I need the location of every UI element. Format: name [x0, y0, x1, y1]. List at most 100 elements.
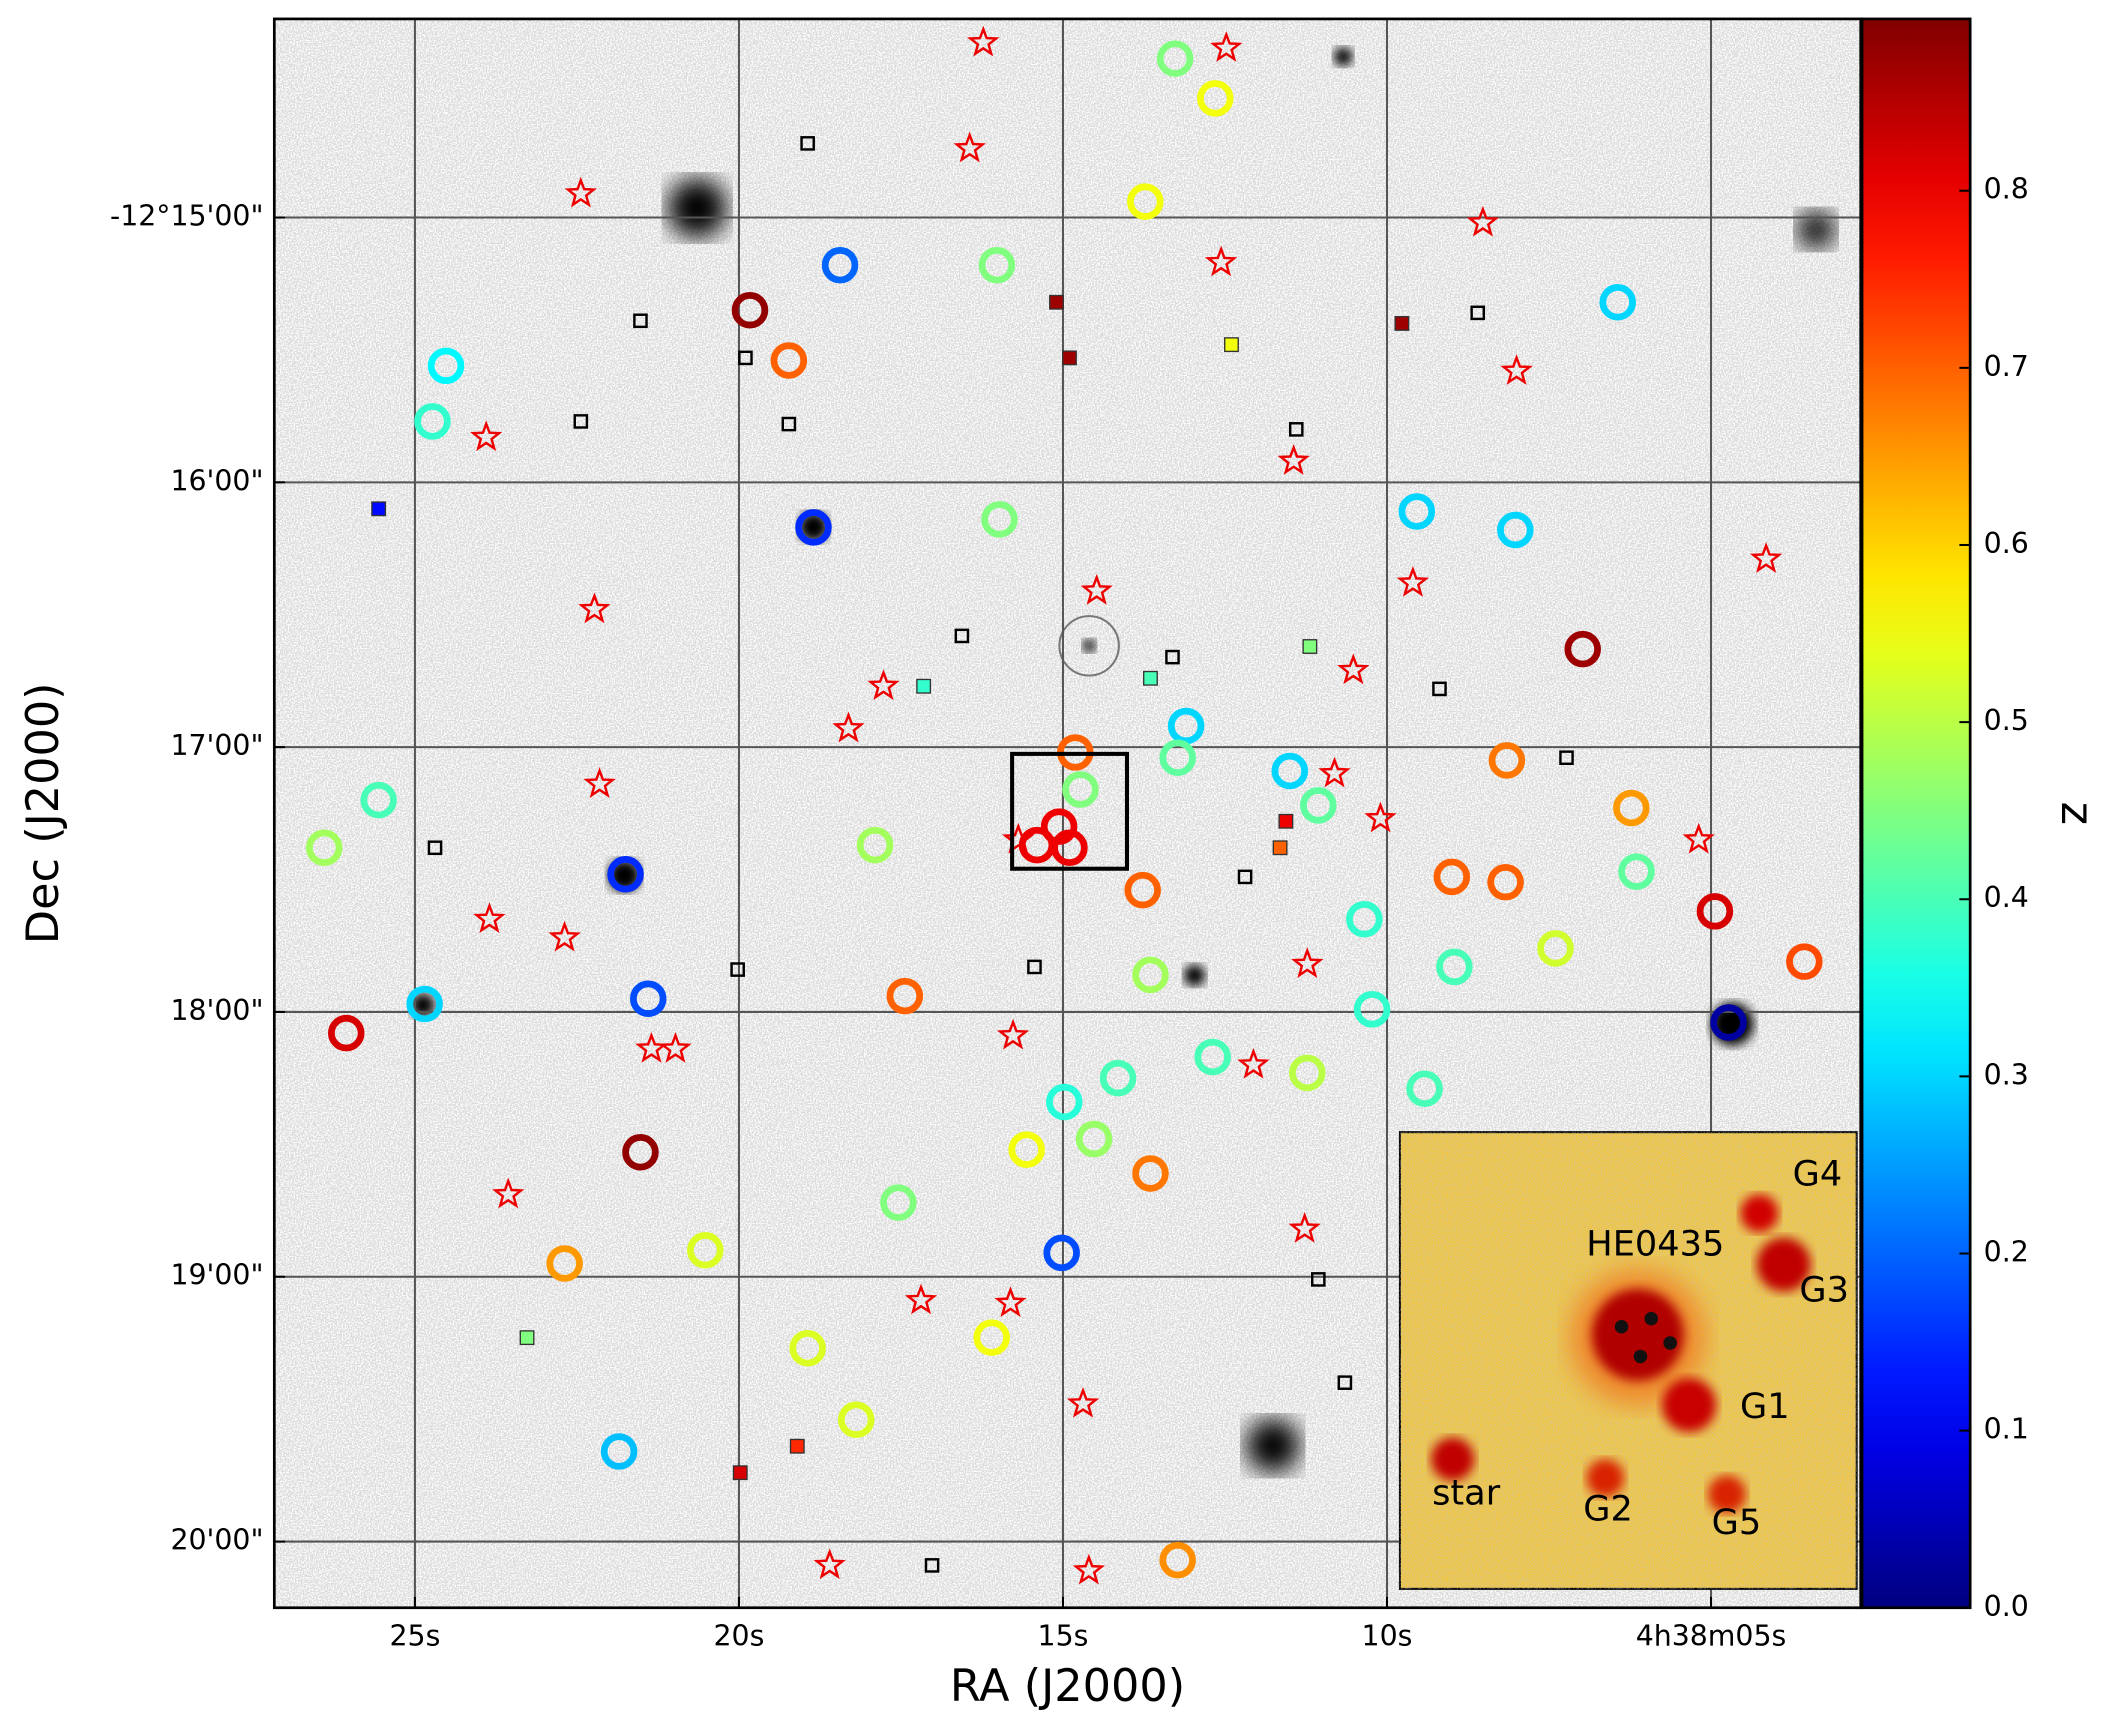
x-tick-label: 10s — [1362, 1619, 1413, 1652]
redshift-circle — [1618, 853, 1655, 890]
star-marker — [564, 176, 597, 208]
star-marker — [1318, 756, 1351, 788]
star-marker — [1210, 31, 1243, 62]
redshift-circle — [973, 1319, 1010, 1356]
y-axis-label: Dec (J2000) — [17, 682, 69, 944]
redshift-circle — [1075, 1120, 1113, 1158]
star-marker — [492, 1177, 525, 1209]
open-square — [1165, 649, 1180, 665]
redshift-circle — [731, 291, 769, 329]
redshift-circle — [770, 342, 808, 379]
redshift-circle — [1406, 1070, 1443, 1107]
redshift-circle — [360, 781, 397, 819]
star-marker — [813, 1548, 846, 1580]
star-marker — [1364, 801, 1397, 833]
colorbar-tick-label: 0.8 — [1984, 173, 2029, 206]
x-tick-label: 20s — [714, 1619, 765, 1652]
star-marker — [867, 669, 900, 700]
open-square — [781, 416, 797, 432]
redshift-circle — [600, 1433, 638, 1470]
star-marker — [578, 592, 611, 624]
redshift-circle — [427, 347, 465, 385]
redshift-square — [916, 678, 932, 694]
inset-label: G1 — [1740, 1386, 1790, 1427]
redshift-circle — [414, 403, 451, 440]
x-tick-label: 25s — [389, 1619, 440, 1652]
star-marker — [996, 1018, 1030, 1050]
star-marker — [1682, 822, 1715, 854]
redshift-circle — [1043, 1234, 1080, 1272]
open-square — [730, 962, 745, 977]
inset-label: G4 — [1793, 1153, 1843, 1194]
y-tick-label: 18'00" — [170, 994, 263, 1027]
redshift-circle — [1062, 771, 1099, 808]
redshift-square — [1062, 350, 1077, 366]
redshift-circle — [1271, 752, 1309, 790]
y-tick-label: 17'00" — [170, 729, 263, 762]
star-marker — [994, 1286, 1027, 1317]
star-marker — [1396, 566, 1430, 597]
star-marker — [1002, 822, 1035, 854]
x-tick-label: 15s — [1038, 1619, 1089, 1652]
star-marker — [470, 420, 503, 452]
y-tick-label: 20'00" — [170, 1524, 263, 1557]
colorbar-tick-label: 0.7 — [1984, 350, 2029, 383]
star-marker — [473, 902, 506, 934]
inset — [1398, 1131, 1858, 1590]
redshift-circle — [1346, 901, 1383, 938]
redshift-circle — [1127, 183, 1164, 220]
star-marker — [1237, 1047, 1270, 1079]
star-marker — [1500, 354, 1533, 385]
redshift-circle — [1786, 943, 1823, 980]
open-square — [738, 350, 753, 366]
star-marker — [832, 711, 865, 743]
redshift-circle — [1564, 630, 1601, 668]
star-marker — [1204, 245, 1238, 277]
redshift-circle — [1300, 787, 1337, 824]
star-marker — [904, 1283, 938, 1315]
redshift-square — [1394, 316, 1410, 331]
markers — [305, 25, 1823, 1585]
star-marker — [659, 1031, 692, 1063]
redshift-circle — [1099, 1059, 1137, 1097]
colorbar-tick-label: 0.6 — [1984, 527, 2029, 560]
y-tick-label: 19'00" — [170, 1259, 263, 1292]
redshift-circle — [1289, 1054, 1326, 1092]
colorbar-tick-label: 0.2 — [1984, 1236, 2029, 1269]
redshift-circle — [856, 826, 894, 864]
open-square — [1027, 959, 1042, 975]
open-square — [924, 1558, 940, 1573]
redshift-circle — [1488, 742, 1526, 779]
redshift-circle — [1132, 1155, 1169, 1192]
star-marker — [548, 920, 581, 952]
open-square — [800, 136, 815, 151]
redshift-circle — [1156, 40, 1194, 77]
redshift-circle — [886, 977, 924, 1015]
colorbar-tick-label: 0.1 — [1984, 1413, 2029, 1446]
redshift-circle — [1132, 956, 1169, 994]
redshift-circle — [629, 980, 667, 1017]
open-square — [573, 414, 589, 429]
x-tick-label: 4h38m05s — [1636, 1619, 1787, 1652]
redshift-circle — [1599, 284, 1636, 321]
inset-label: G2 — [1583, 1488, 1633, 1529]
redshift-circle — [838, 1401, 875, 1438]
colorbar-tick-label: 0.4 — [1984, 881, 2029, 914]
star-marker — [1337, 653, 1370, 685]
redshift-circle — [328, 1014, 365, 1052]
redshift-circle — [1046, 1083, 1083, 1121]
redshift-circle — [821, 246, 859, 284]
y-tick-label: -12°15'00" — [110, 200, 264, 233]
redshift-circle — [1194, 1038, 1231, 1076]
star-marker — [1080, 573, 1113, 605]
redshift-circle — [1497, 511, 1534, 549]
redshift-circle — [1433, 858, 1471, 896]
open-square — [1237, 869, 1253, 885]
redshift-square — [519, 1330, 535, 1346]
redshift-circle — [978, 246, 1016, 284]
redshift-circle — [1436, 948, 1473, 986]
redshift-circle — [795, 509, 832, 546]
redshift-circle — [1710, 1004, 1747, 1041]
y-tick-label: 16'00" — [170, 464, 263, 497]
